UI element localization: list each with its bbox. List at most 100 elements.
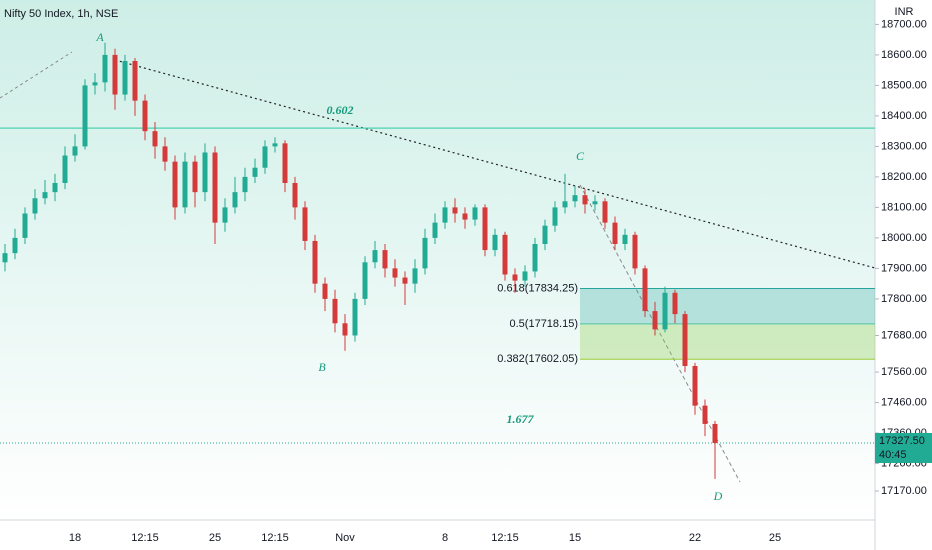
candle-body: [332, 298, 338, 324]
currency: INR: [895, 6, 914, 18]
y-tick-label: 18700.00: [881, 18, 927, 30]
plot-background: [0, 0, 875, 520]
candle-body: [702, 405, 708, 424]
candle-body: [172, 161, 178, 208]
wave-label: C: [576, 149, 585, 163]
ratio-label: 1.677: [507, 412, 535, 426]
candle-body: [252, 167, 258, 177]
candle-body: [182, 161, 188, 208]
candle-body: [312, 240, 318, 284]
y-tick-label: 17900.00: [881, 262, 927, 274]
countdown: 40:45: [879, 449, 907, 461]
fib-label: 0.618(17834.25): [497, 282, 578, 294]
y-tick-label: 17460.00: [881, 396, 927, 408]
y-tick-label: 18600.00: [881, 49, 927, 61]
candle-body: [442, 207, 448, 223]
candle-body: [292, 182, 298, 208]
candle-body: [42, 192, 48, 199]
candle-body: [162, 146, 168, 162]
candle-body: [62, 155, 68, 183]
price-box: [875, 432, 932, 463]
fib-zone: [580, 288, 875, 324]
fib-label: 0.382(17602.05): [497, 353, 578, 365]
candle-body: [402, 277, 408, 284]
candle-body: [12, 237, 18, 254]
candle-body: [112, 54, 118, 95]
y-tick-label: 17800.00: [881, 293, 927, 305]
candle-body: [592, 201, 598, 205]
y-tick-label: 18000.00: [881, 232, 927, 244]
candle-body: [532, 243, 538, 272]
candle-body: [202, 152, 208, 193]
candle-body: [2, 253, 8, 263]
candle-body: [482, 207, 488, 251]
candle-body: [602, 201, 608, 223]
candle-body: [322, 283, 328, 299]
x-tick-label: 22: [689, 532, 701, 544]
candle-body: [102, 54, 108, 83]
y-tick-label: 17560.00: [881, 366, 927, 378]
candle-body: [212, 152, 218, 223]
trend-line: [0, 51, 73, 99]
candle-body: [72, 146, 78, 156]
level-label: 0.602: [327, 103, 354, 117]
y-tick-label: 18500.00: [881, 79, 927, 91]
candle-body: [372, 250, 378, 263]
candle-body: [82, 85, 88, 147]
candle-body: [432, 222, 438, 238]
y-tick-label: 18200.00: [881, 171, 927, 183]
candle-body: [672, 292, 678, 315]
candle-body: [242, 176, 248, 193]
candle-body: [222, 207, 228, 223]
candle-body: [632, 234, 638, 269]
candle-body: [382, 250, 388, 269]
candle-body: [552, 207, 558, 226]
candle-body: [712, 423, 718, 443]
candle-body: [622, 234, 628, 244]
candle-body: [412, 268, 418, 284]
candle-body: [132, 60, 138, 101]
candle-body: [352, 298, 358, 336]
y-tick-label: 18400.00: [881, 110, 927, 122]
x-tick-label: 15: [569, 532, 581, 544]
candle-body: [142, 100, 148, 132]
x-tick-label: Nov: [335, 532, 355, 544]
candle-body: [232, 192, 238, 208]
candle-body: [122, 60, 128, 95]
y-tick-label: 18300.00: [881, 140, 927, 152]
candle-body: [692, 365, 698, 406]
fib-zone: [580, 323, 875, 360]
candle-body: [682, 314, 688, 366]
candle-body: [262, 146, 268, 168]
fib-label: 0.5(17718.15): [510, 318, 579, 330]
y-tick-label: 17680.00: [881, 329, 927, 341]
candle-body: [492, 234, 498, 251]
candle-body: [472, 207, 478, 220]
x-tick-label: 25: [209, 532, 221, 544]
candle-body: [502, 234, 508, 275]
price-label: 17327.50: [879, 435, 925, 447]
x-tick-label: 25: [769, 532, 781, 544]
x-tick-label: 12:15: [131, 532, 159, 544]
wave-label: D: [713, 489, 723, 503]
candle-body: [342, 323, 348, 336]
y-tick-label: 18100.00: [881, 201, 927, 213]
candle-body: [512, 274, 518, 281]
candle-body: [272, 143, 278, 147]
wave-label: B: [318, 360, 326, 374]
candle-body: [52, 182, 58, 193]
candle-body: [462, 213, 468, 220]
x-tick-label: 12:15: [491, 532, 519, 544]
x-tick-label: 12:15: [261, 532, 289, 544]
candle-body: [422, 237, 428, 269]
x-tick-label: 18: [69, 532, 81, 544]
candle-body: [542, 225, 548, 244]
candle-body: [662, 292, 668, 330]
candle-body: [582, 195, 588, 205]
candle-body: [282, 143, 288, 183]
candle-body: [652, 311, 658, 330]
trend-line: [114, 59, 876, 269]
candle-body: [152, 131, 158, 147]
candle-body: [522, 271, 528, 281]
y-tick-label: 17170.00: [881, 485, 927, 497]
